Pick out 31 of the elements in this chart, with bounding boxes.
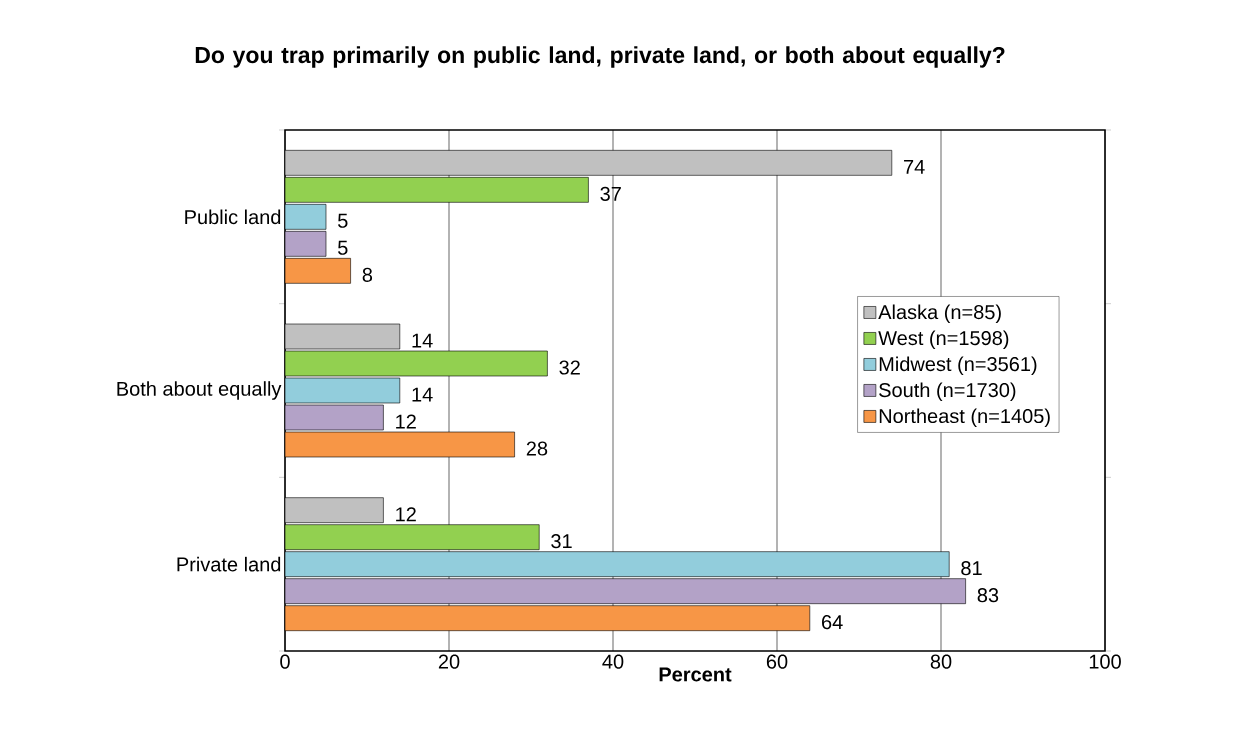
data-label: 5 [338, 240, 348, 255]
data-label: 31 [551, 534, 572, 549]
data-label: 37 [600, 186, 621, 201]
x-tick-label: 20 [438, 654, 460, 669]
y-tick-label: Both about equally [117, 381, 282, 400]
y-tick-label: Private land [177, 556, 281, 572]
data-label: 74 [904, 159, 925, 174]
data-label: 81 [961, 561, 982, 576]
legend-label: Alaska (n=85) [878, 304, 1001, 324]
data-label: 14 [412, 387, 433, 402]
data-label: 8 [362, 267, 373, 282]
data-label: 64 [822, 615, 843, 630]
legend-label: Northeast (n=1405) [879, 408, 1050, 428]
x-tick-label: 100 [1089, 654, 1121, 669]
data-label: 32 [559, 360, 580, 375]
legend-label: Midwest (n=3561) [879, 356, 1037, 376]
x-tick-label: 0 [280, 654, 290, 669]
x-tick-label: 40 [602, 654, 624, 669]
x-tick-label: 60 [766, 654, 788, 669]
data-label: 12 [396, 414, 416, 429]
data-label: 12 [396, 507, 416, 522]
x-tick-label: 80 [930, 654, 952, 669]
data-label: 5 [338, 213, 348, 228]
data-label: 28 [526, 441, 548, 456]
legend-label: West (n=1598) [878, 330, 1009, 350]
x-axis-title: Percent [659, 667, 732, 682]
y-tick-label: Public land [185, 209, 281, 225]
legend-label: South (n=1730) [879, 382, 1016, 402]
chart-title: Do you trap primarily on public land, private land, or both about equally? [195, 46, 1005, 68]
data-label: 14 [412, 333, 433, 348]
data-label: 83 [977, 588, 999, 603]
